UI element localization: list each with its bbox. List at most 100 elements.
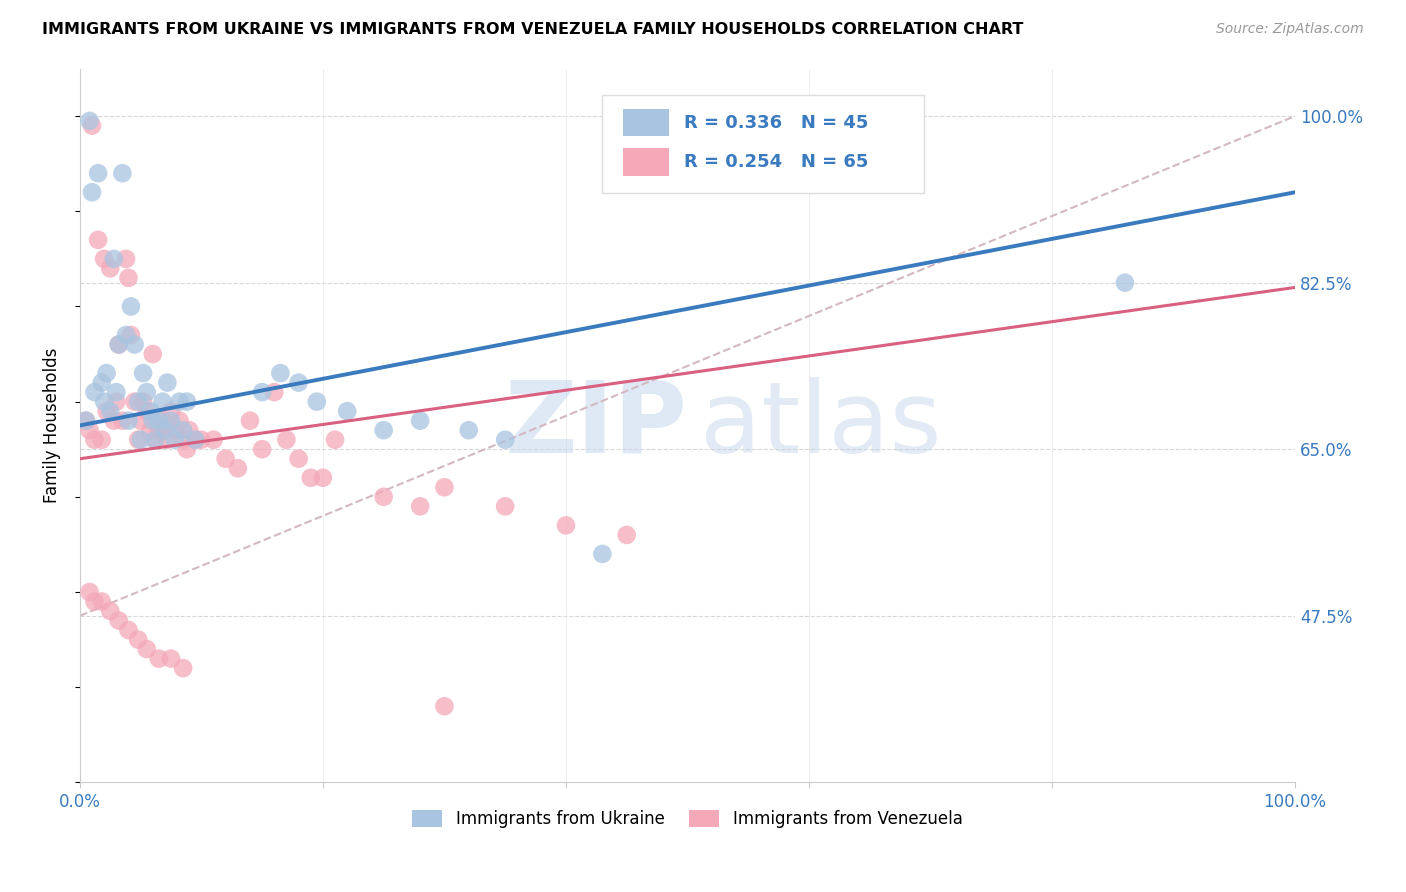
Point	[107, 337, 129, 351]
Point	[111, 166, 134, 180]
Point	[176, 442, 198, 457]
Point	[148, 414, 170, 428]
Point	[269, 366, 291, 380]
Point	[143, 433, 166, 447]
Point	[127, 632, 149, 647]
Point	[555, 518, 578, 533]
Point	[107, 614, 129, 628]
Point	[115, 328, 138, 343]
Point	[132, 366, 155, 380]
Text: atlas: atlas	[700, 377, 941, 474]
Point	[127, 394, 149, 409]
Point	[120, 300, 142, 314]
Point	[75, 414, 97, 428]
Point	[433, 480, 456, 494]
Point	[135, 404, 157, 418]
Point	[169, 394, 191, 409]
Point	[90, 594, 112, 608]
Point	[163, 433, 186, 447]
Point	[287, 451, 309, 466]
Point	[139, 423, 162, 437]
Point	[172, 661, 194, 675]
Bar	[623, 148, 669, 176]
Point	[135, 385, 157, 400]
Point	[129, 414, 152, 428]
Point	[98, 404, 121, 418]
Point	[80, 119, 103, 133]
Point	[111, 414, 134, 428]
Point	[299, 471, 322, 485]
Point	[312, 471, 335, 485]
Point	[87, 166, 110, 180]
Point	[98, 604, 121, 618]
Point	[93, 394, 115, 409]
Point	[494, 433, 516, 447]
Legend: Immigrants from Ukraine, Immigrants from Venezuela: Immigrants from Ukraine, Immigrants from…	[405, 803, 969, 835]
Point	[105, 385, 128, 400]
Point	[75, 414, 97, 428]
Point	[124, 394, 146, 409]
Point	[90, 376, 112, 390]
Point	[80, 186, 103, 200]
Point	[132, 394, 155, 409]
Point	[79, 423, 101, 437]
Point	[120, 328, 142, 343]
Point	[142, 414, 165, 428]
Point	[160, 414, 183, 428]
Point	[373, 423, 395, 437]
Point	[117, 623, 139, 637]
Point	[152, 394, 174, 409]
Point	[172, 423, 194, 437]
Point	[143, 433, 166, 447]
Point	[250, 442, 273, 457]
Point	[160, 404, 183, 418]
Point	[148, 423, 170, 437]
Point	[202, 433, 225, 447]
Point	[79, 585, 101, 599]
Point	[115, 252, 138, 266]
Point	[172, 433, 194, 447]
Point	[135, 642, 157, 657]
Point	[409, 414, 432, 428]
Text: Source: ZipAtlas.com: Source: ZipAtlas.com	[1216, 22, 1364, 37]
Point	[239, 414, 262, 428]
Point	[263, 385, 285, 400]
Point	[494, 500, 516, 514]
Point	[591, 547, 613, 561]
Point	[215, 451, 238, 466]
Point	[127, 433, 149, 447]
Text: R = 0.336   N = 45: R = 0.336 N = 45	[683, 114, 868, 132]
Point	[336, 404, 359, 418]
Point	[190, 433, 212, 447]
Point	[83, 594, 105, 608]
Point	[93, 252, 115, 266]
Text: IMMIGRANTS FROM UKRAINE VS IMMIGRANTS FROM VENEZUELA FAMILY HOUSEHOLDS CORRELATI: IMMIGRANTS FROM UKRAINE VS IMMIGRANTS FR…	[42, 22, 1024, 37]
FancyBboxPatch shape	[602, 95, 924, 194]
Bar	[623, 109, 669, 136]
Point	[153, 423, 176, 437]
Point	[457, 423, 479, 437]
Point	[305, 394, 328, 409]
Text: R = 0.254   N = 65: R = 0.254 N = 65	[683, 153, 868, 171]
Point	[103, 252, 125, 266]
Point	[117, 271, 139, 285]
Point	[433, 699, 456, 714]
Point	[156, 376, 179, 390]
Point	[105, 394, 128, 409]
Point	[142, 347, 165, 361]
Y-axis label: Family Households: Family Households	[44, 348, 60, 503]
Point	[152, 414, 174, 428]
Point	[124, 337, 146, 351]
Point	[373, 490, 395, 504]
Point	[160, 651, 183, 665]
Point	[79, 114, 101, 128]
Point	[250, 385, 273, 400]
Point	[323, 433, 346, 447]
Point	[156, 433, 179, 447]
Point	[163, 423, 186, 437]
Point	[153, 423, 176, 437]
Point	[117, 414, 139, 428]
Text: ZIP: ZIP	[505, 377, 688, 474]
Point	[107, 337, 129, 351]
Point	[276, 433, 298, 447]
